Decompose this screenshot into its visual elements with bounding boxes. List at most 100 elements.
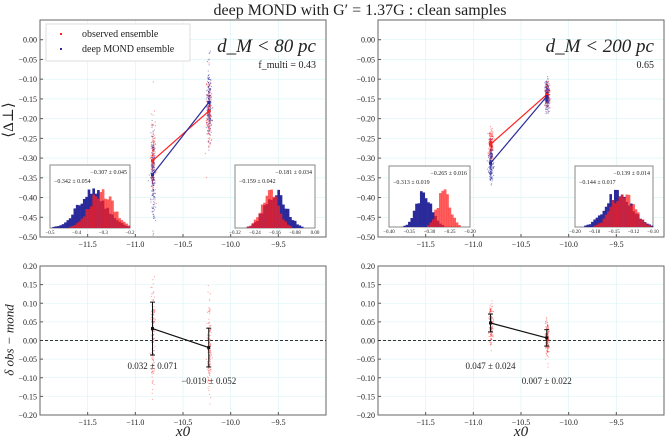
y-tick-label: −0.05 [356,55,375,64]
scatter-point [210,122,212,124]
scatter-point [547,331,549,333]
y-tick-label: −0.30 [18,154,37,163]
scatter-point [155,125,157,127]
scatter-point [548,95,550,97]
legend-marker [60,33,62,35]
scatter-point [545,108,547,110]
scatter-point [208,123,210,125]
scatter-point [209,341,211,343]
scatter-point [206,83,208,85]
scatter-point [490,139,492,141]
scatter-point [548,107,550,109]
scatter-point [152,130,154,132]
scatter-point [492,336,494,338]
scatter-point [151,286,153,288]
scatter-point [489,176,491,178]
scatter-point [491,133,493,135]
y-tick-label: −0.20 [356,115,375,124]
scatter-point [492,320,494,322]
scatter-point [151,124,153,126]
scatter-point [152,291,154,293]
scatter-point [207,78,209,80]
scatter-point [547,347,549,349]
scatter-point [152,187,154,189]
histogram-bar [282,219,285,228]
scatter-point [550,98,552,100]
scatter-point [547,340,549,342]
scatter-point [153,137,155,139]
scatter-point [152,334,154,336]
scatter-point [207,351,209,353]
scatter-point [491,132,493,134]
histogram-bar [616,200,619,227]
scatter-point [154,179,156,181]
scatter-point [208,127,210,129]
scatter-point [548,105,550,107]
scatter-point [490,335,492,337]
scatter-point [490,172,492,174]
scatter-point [489,145,491,147]
scatter-point [152,183,154,185]
histogram-bar [118,218,121,228]
scatter-point [207,362,209,364]
histogram-bar [275,196,278,228]
scatter-point [209,109,211,111]
scatter-point [209,103,211,105]
y-tick-label: −0.05 [18,355,37,364]
scatter-point [154,140,156,142]
scatter-point [492,321,494,323]
scatter-point [151,206,153,208]
scatter-point [544,333,546,335]
scatter-point [545,325,547,327]
scatter-point [152,199,154,201]
scatter-point [209,81,211,83]
scatter-point [548,351,550,353]
y-tick-label: −0.35 [18,174,37,183]
scatter-point [151,141,153,143]
scatter-point [208,389,210,391]
scatter-point [545,88,547,90]
scatter-point [547,324,549,326]
y-tick-label: −0.10 [18,374,37,383]
scatter-point [208,77,210,79]
scatter-point [545,99,547,101]
scatter-point [207,105,209,107]
scatter-point [546,101,548,103]
histogram-bar [90,206,93,228]
scatter-point [545,89,547,91]
legend-marker [60,48,62,50]
series-line [490,96,548,164]
scatter-point [491,139,493,141]
scatter-point [545,347,547,349]
scatter-point [152,193,154,195]
scatter-point [492,131,494,133]
inset-tick-label: −0.5 [45,231,55,236]
scatter-point [207,338,209,340]
scatter-point [490,156,492,158]
scatter-point [152,195,154,197]
scatter-point [545,328,547,330]
histogram-bar [263,202,266,228]
y-tick-label: 0.00 [361,337,375,346]
scatter-point [153,317,155,319]
scatter-point [208,95,210,97]
scatter-point [490,310,492,312]
histogram-bar [600,222,603,227]
scatter-point [209,345,211,347]
histogram-bar [73,208,77,228]
scatter-point [545,92,547,94]
distance-annotation: d_M < 200 pc [546,36,655,57]
scatter-point [154,330,156,332]
scatter-point [545,339,547,341]
scatter-point [488,148,490,150]
scatter-point [545,101,547,103]
histogram-bar [267,190,271,228]
scatter-point [545,343,547,345]
scatter-point [546,88,548,90]
scatter-point [490,309,492,311]
scatter-point [548,330,550,332]
histogram-bar [427,202,430,227]
scatter-point [151,183,153,185]
scatter-point [491,148,493,150]
scatter-point [545,346,547,348]
